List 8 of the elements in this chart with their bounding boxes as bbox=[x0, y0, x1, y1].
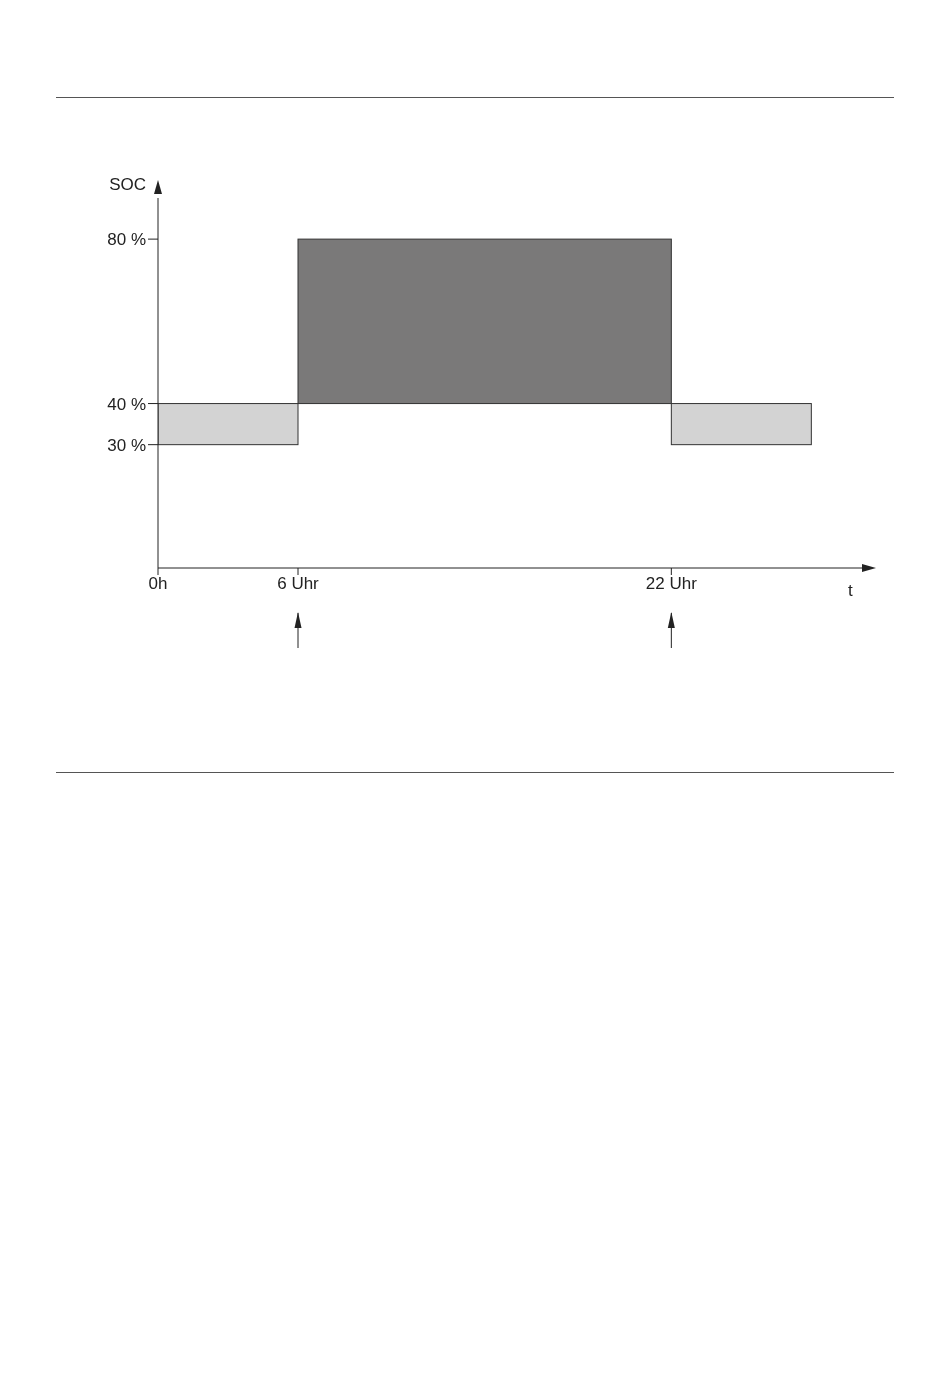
y-tick-label: 30 % bbox=[107, 435, 146, 455]
y-tick-label: 40 % bbox=[107, 394, 146, 414]
x-axis-title: t bbox=[848, 581, 853, 600]
y-axis-title: SOC bbox=[109, 175, 146, 194]
x-tick-label: 22 Uhr bbox=[645, 574, 698, 594]
x-tick-label: 6 Uhr bbox=[277, 574, 320, 594]
y-tick-label: 80 % bbox=[107, 230, 146, 250]
x-tick-label: 0h bbox=[148, 574, 168, 594]
